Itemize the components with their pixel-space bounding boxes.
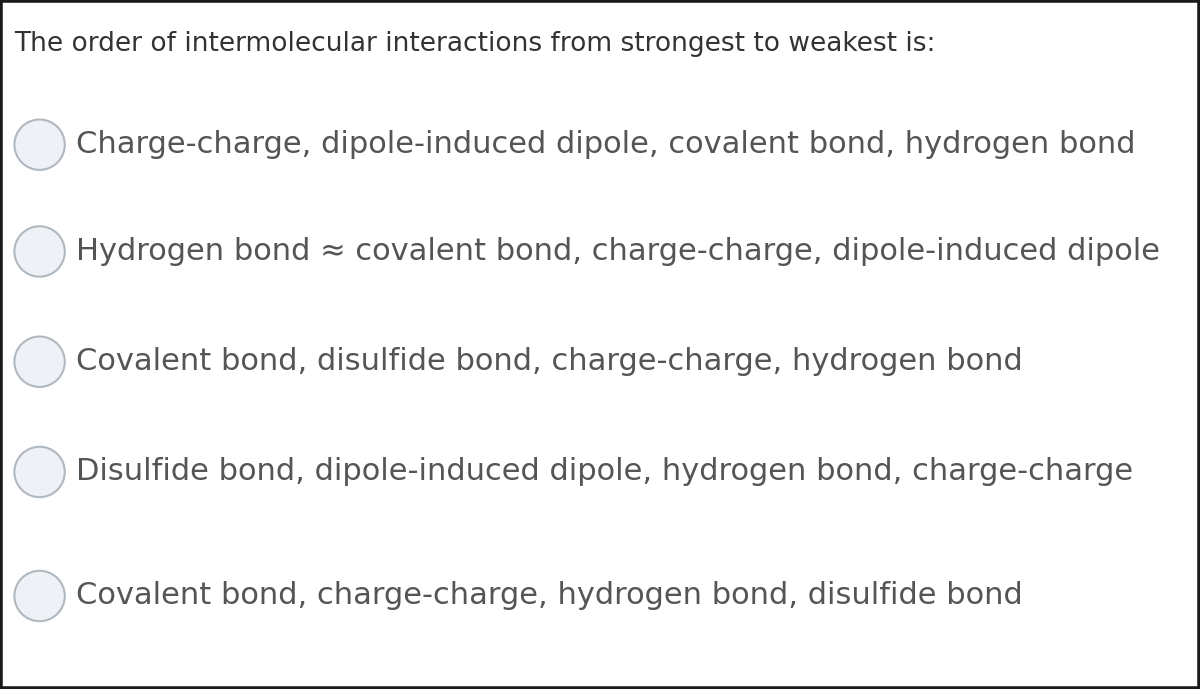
- Text: The order of intermolecular interactions from strongest to weakest is:: The order of intermolecular interactions…: [14, 31, 936, 57]
- Ellipse shape: [14, 336, 65, 387]
- Ellipse shape: [14, 119, 65, 170]
- Text: Disulfide bond, dipole-induced dipole, hydrogen bond, charge-charge: Disulfide bond, dipole-induced dipole, h…: [76, 457, 1133, 486]
- Text: Charge-charge, dipole-induced dipole, covalent bond, hydrogen bond: Charge-charge, dipole-induced dipole, co…: [76, 130, 1135, 159]
- Ellipse shape: [14, 446, 65, 497]
- Ellipse shape: [14, 226, 65, 277]
- Ellipse shape: [14, 570, 65, 621]
- Text: Hydrogen bond ≈ covalent bond, charge-charge, dipole-induced dipole: Hydrogen bond ≈ covalent bond, charge-ch…: [76, 237, 1159, 266]
- Text: Covalent bond, charge-charge, hydrogen bond, disulfide bond: Covalent bond, charge-charge, hydrogen b…: [76, 582, 1022, 610]
- Text: Covalent bond, disulfide bond, charge-charge, hydrogen bond: Covalent bond, disulfide bond, charge-ch…: [76, 347, 1022, 376]
